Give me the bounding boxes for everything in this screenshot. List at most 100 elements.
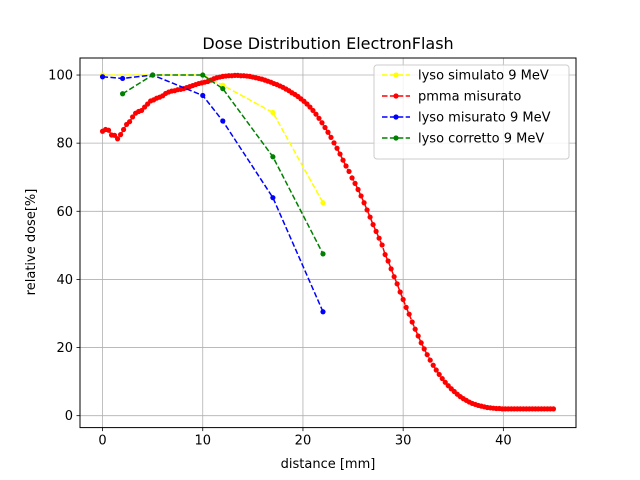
data-point: [379, 242, 385, 248]
y-axis-ticks: 0 20 40 60 80 100: [48, 69, 80, 424]
data-point: [220, 118, 226, 124]
data-point: [220, 86, 226, 92]
y-tick-label: 100: [48, 69, 73, 84]
legend-item: lyso corretto 9 MeV: [382, 132, 544, 147]
series-line: [122, 74, 324, 255]
data-point: [352, 180, 358, 186]
data-point: [430, 362, 436, 368]
data-point: [99, 74, 106, 80]
data-point: [119, 75, 126, 82]
data-point: [361, 200, 367, 206]
y-tick-label: 20: [56, 341, 73, 356]
y-tick-label: 80: [56, 137, 73, 152]
data-point: [270, 154, 276, 160]
data-point: [114, 136, 121, 142]
data-point: [442, 379, 448, 385]
legend-marker: [393, 135, 399, 141]
legend-marker: [393, 72, 399, 78]
legend-label: lyso misurato 9 MeV: [418, 111, 551, 126]
data-point: [433, 367, 439, 373]
data-point: [270, 109, 276, 116]
series-layer: [99, 72, 557, 412]
data-point: [406, 311, 412, 317]
data-point: [376, 235, 382, 241]
data-point: [415, 333, 421, 339]
data-point: [418, 340, 424, 346]
data-point: [382, 251, 388, 258]
data-point: [385, 258, 391, 264]
chart-title: Dose Distribution ElectronFlash: [202, 34, 453, 53]
data-point: [316, 115, 322, 121]
legend-marker: [393, 93, 399, 99]
data-point: [320, 200, 326, 206]
data-point: [150, 72, 156, 78]
data-point: [412, 326, 418, 332]
data-point: [370, 221, 376, 228]
data-point: [400, 296, 406, 303]
legend-item: lyso misurato 9 MeV: [382, 111, 551, 126]
data-point: [200, 72, 206, 78]
data-point: [139, 107, 145, 114]
x-tick-label: 20: [295, 434, 312, 449]
data-point: [117, 132, 124, 138]
data-point: [427, 357, 433, 363]
data-point: [120, 126, 127, 133]
x-tick-label: 30: [395, 434, 412, 449]
y-tick-label: 60: [56, 205, 73, 220]
data-point: [358, 193, 364, 199]
data-point: [424, 352, 430, 358]
data-point: [334, 145, 340, 151]
data-point: [439, 375, 445, 382]
legend-label: lyso corretto 9 MeV: [418, 132, 544, 147]
y-tick-label: 40: [56, 273, 73, 288]
data-point: [322, 124, 328, 131]
x-tick-label: 10: [194, 434, 211, 449]
x-tick-label: 0: [98, 434, 106, 449]
data-point: [130, 114, 136, 120]
data-point: [403, 304, 409, 310]
y-tick-label: 0: [65, 409, 73, 424]
data-point: [340, 157, 346, 163]
data-point: [111, 132, 118, 138]
data-point: [270, 195, 276, 201]
data-point: [367, 214, 373, 220]
data-point: [550, 406, 557, 412]
data-point: [388, 266, 394, 272]
series-pmma-misurato: [99, 72, 557, 412]
data-point: [307, 104, 313, 110]
legend-label: pmma misurato: [418, 90, 521, 105]
data-point: [346, 168, 352, 175]
data-point: [421, 346, 427, 352]
data-point: [331, 140, 337, 146]
data-point: [337, 151, 343, 157]
legend-label: lyso simulato 9 MeV: [418, 69, 549, 84]
data-point: [364, 207, 370, 213]
data-point: [328, 134, 334, 140]
y-axis-label: relative dose[%]: [24, 189, 39, 296]
data-point: [119, 91, 126, 97]
x-axis-ticks: 0 10 20 30 40: [98, 427, 512, 449]
legend-box: [373, 64, 570, 160]
x-axis-label: distance [mm]: [281, 457, 376, 472]
legend: lyso simulato 9 MeV pmma misurato lyso mis…: [373, 64, 570, 160]
data-point: [320, 251, 326, 257]
data-point: [105, 127, 112, 133]
series-lyso-corretto-9-mev: [119, 72, 326, 257]
data-point: [355, 186, 361, 193]
data-point: [391, 274, 397, 280]
data-point: [373, 228, 379, 234]
data-point: [319, 120, 325, 126]
data-point: [349, 175, 355, 181]
legend-marker: [393, 114, 399, 120]
data-point: [310, 107, 316, 114]
data-point: [436, 371, 442, 378]
x-tick-label: 40: [495, 434, 512, 449]
legend-item: pmma misurato: [382, 90, 521, 105]
data-point: [325, 129, 331, 135]
data-point: [343, 163, 349, 169]
data-point: [313, 111, 319, 117]
data-point: [394, 281, 400, 287]
legend-item: lyso simulato 9 MeV: [382, 69, 549, 84]
data-point: [320, 309, 326, 315]
